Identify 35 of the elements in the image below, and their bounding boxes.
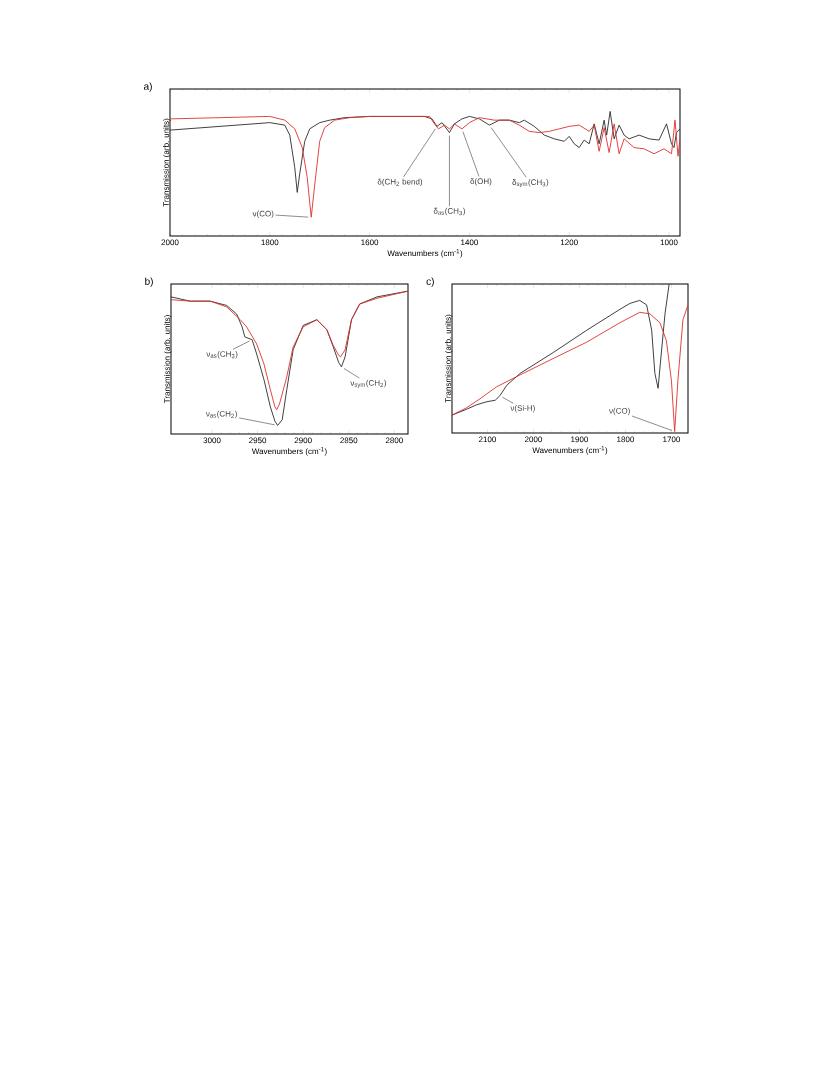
x-tick-label: 1800 bbox=[261, 239, 279, 246]
annotation: ν$_{as}$(CH$_{2}$) bbox=[205, 410, 237, 419]
x-tick-label: 2900 bbox=[294, 437, 312, 444]
x-tick-label: 1000 bbox=[660, 239, 678, 246]
x-tick-label: 2000 bbox=[524, 436, 543, 443]
x-tick-label: 1200 bbox=[560, 239, 578, 246]
x-tick-label: 3000 bbox=[203, 437, 221, 444]
annotation: ν$_{as}$(CH$_{3}$) bbox=[206, 350, 238, 359]
annotation: δ$_{as}$(CH$_{3}$) bbox=[433, 207, 465, 216]
annotation: δ(OH) bbox=[470, 178, 492, 186]
y-axis-title: Transmission (arb. units) bbox=[164, 315, 172, 404]
x-tick-label: 1900 bbox=[571, 436, 589, 443]
x-tick-label: 2100 bbox=[478, 436, 497, 443]
annotation: ν(CO) bbox=[252, 210, 274, 219]
annotation: ν(Si-H) bbox=[510, 405, 535, 413]
x-tick-label: 1800 bbox=[617, 436, 635, 443]
y-axis-title: Transmission (arb. units) bbox=[163, 118, 171, 207]
chart-title: a) bbox=[143, 82, 152, 92]
x-tick-label: 1600 bbox=[361, 239, 379, 246]
x-axis-title: Wavenumbers (cm$^{-1}$) bbox=[387, 249, 463, 258]
annotation: δ$_{sym}$(CH$_{3}$) bbox=[512, 179, 549, 188]
x-tick-label: 2950 bbox=[249, 437, 267, 444]
x-axis-title: Wavenumbers (cm$^{-1}$) bbox=[251, 447, 327, 456]
x-tick-label: 2850 bbox=[340, 437, 358, 444]
chart-title: b) bbox=[145, 277, 153, 287]
annotation: ν$_{sym}$(CH$_{2}$) bbox=[350, 379, 387, 388]
x-axis-title: Wavenumbers (cm$^{-1}$) bbox=[532, 446, 608, 455]
y-axis-title: Transmission (arb. units) bbox=[445, 314, 453, 403]
x-tick-label: 1400 bbox=[461, 239, 478, 246]
x-tick-label: 2000 bbox=[161, 239, 179, 246]
annotation: δ(CH$_{2}$ bend) bbox=[377, 178, 423, 187]
x-tick-label: 2800 bbox=[385, 437, 403, 444]
x-tick-label: 1700 bbox=[663, 436, 681, 443]
chart-title: c) bbox=[426, 277, 434, 287]
annotation: ν(CO) bbox=[609, 407, 630, 416]
